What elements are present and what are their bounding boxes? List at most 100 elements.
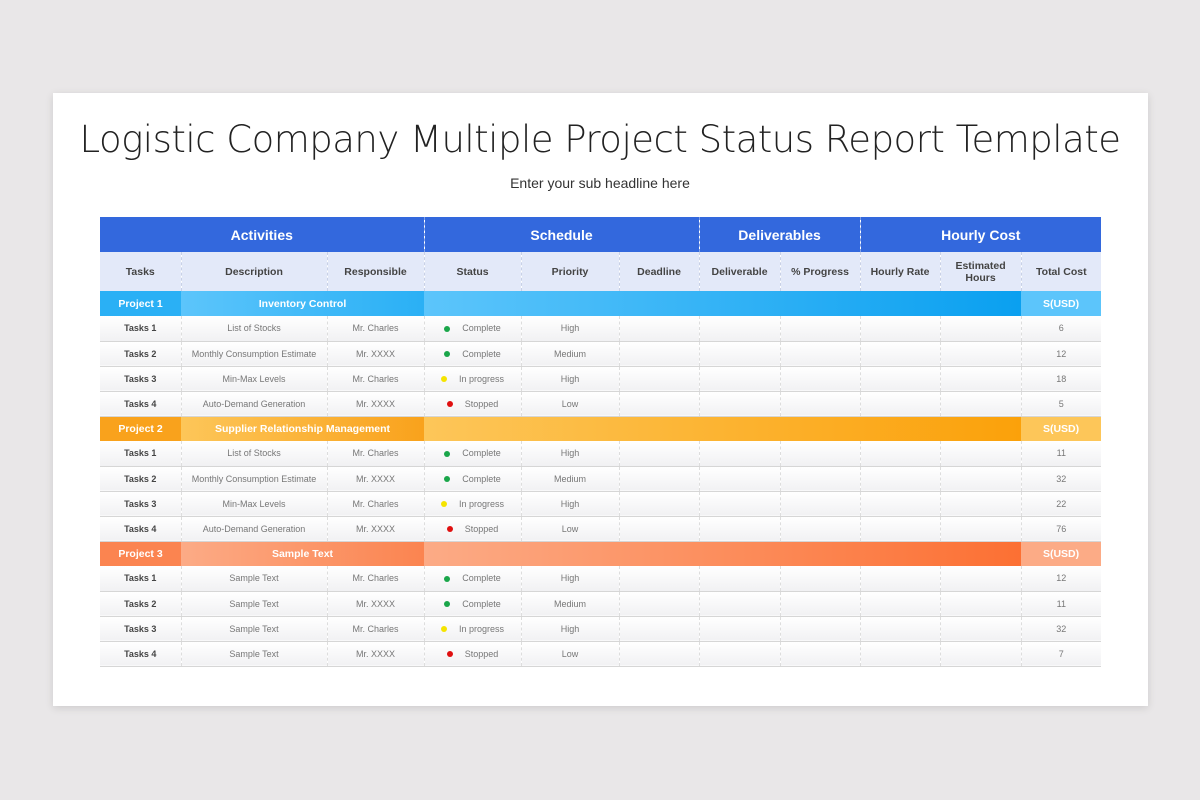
- project-row: Project 2 Supplier Relationship Managemen…: [100, 416, 1102, 441]
- task-total-cost: 32: [1020, 616, 1102, 642]
- task-estimated-hours: [939, 616, 1022, 642]
- task-deadline: [618, 566, 700, 592]
- page-subtitle: Enter your sub headline here: [510, 175, 690, 191]
- task-deliverable: [698, 641, 781, 667]
- task-priority: Medium: [520, 341, 620, 367]
- status-dot-icon: [444, 325, 451, 332]
- project-label: Project 2: [100, 416, 181, 441]
- task-description: Auto-Demand Generation: [180, 391, 327, 417]
- column-header: Deliverable: [698, 252, 781, 291]
- task-name: Tasks 1: [100, 316, 181, 342]
- task-total-cost: 6: [1020, 316, 1102, 342]
- task-priority: High: [520, 616, 620, 642]
- task-description: Auto-Demand Generation: [180, 516, 327, 542]
- status-dot-icon: [441, 626, 448, 633]
- task-row: Tasks 1 List of Stocks Mr. Charles Complete…: [100, 316, 1102, 342]
- project-name: Supplier Relationship Management: [181, 416, 425, 441]
- column-header: Estimated Hours: [939, 252, 1022, 291]
- status-dot-icon: [446, 651, 453, 658]
- task-hourly-rate: [859, 391, 941, 417]
- task-total-cost: 5: [1020, 391, 1102, 417]
- project-band: [424, 291, 1022, 316]
- group-activities: Activities: [100, 217, 425, 252]
- task-deliverable: [698, 316, 781, 342]
- status-label: Complete: [462, 323, 501, 334]
- task-estimated-hours: [939, 641, 1022, 667]
- task-name: Tasks 1: [100, 566, 181, 592]
- task-progress: [779, 316, 861, 342]
- task-deadline: [618, 616, 700, 642]
- task-hourly-rate: [859, 341, 941, 367]
- task-progress: [779, 441, 861, 467]
- task-deliverable: [698, 366, 781, 392]
- task-name: Tasks 2: [100, 591, 181, 617]
- project-currency: S(USD): [1021, 291, 1102, 316]
- task-status: Stopped: [423, 516, 522, 542]
- task-deadline: [618, 366, 700, 392]
- task-deadline: [618, 441, 700, 467]
- task-hourly-rate: [859, 516, 941, 542]
- task-priority: High: [520, 566, 620, 592]
- project-status-table: Activities Schedule Deliverables Hourly …: [100, 217, 1102, 667]
- task-description: Min-Max Levels: [180, 491, 327, 517]
- task-deadline: [618, 391, 700, 417]
- task-progress: [779, 491, 861, 517]
- task-responsible: Mr. Charles: [326, 441, 425, 467]
- task-deadline: [618, 516, 700, 542]
- task-status: Stopped: [423, 641, 522, 667]
- task-deadline: [618, 341, 700, 367]
- task-priority: Low: [520, 516, 620, 542]
- task-progress: [779, 341, 861, 367]
- task-progress: [779, 391, 861, 417]
- task-description: Sample Text: [180, 591, 327, 617]
- status-dot-icon: [444, 575, 451, 582]
- task-status: Complete: [423, 316, 522, 342]
- task-total-cost: 12: [1020, 566, 1102, 592]
- task-responsible: Mr. XXXX: [326, 341, 425, 367]
- task-priority: Low: [520, 391, 620, 417]
- task-name: Tasks 4: [100, 516, 181, 542]
- task-deadline: [618, 591, 700, 617]
- task-row: Tasks 1 List of Stocks Mr. Charles Complete…: [100, 441, 1102, 467]
- task-name: Tasks 4: [100, 391, 181, 417]
- task-estimated-hours: [939, 366, 1022, 392]
- status-label: Complete: [462, 573, 501, 584]
- task-status: Stopped: [423, 391, 522, 417]
- task-total-cost: 7: [1020, 641, 1102, 667]
- task-status: In progress: [423, 366, 522, 392]
- status-dot-icon: [444, 476, 451, 483]
- task-priority: Medium: [520, 466, 620, 492]
- task-name: Tasks 4: [100, 641, 181, 667]
- task-hourly-rate: [859, 616, 941, 642]
- task-description: Min-Max Levels: [180, 366, 327, 392]
- group-hourly-cost: Hourly Cost: [859, 217, 1102, 252]
- task-responsible: Mr. Charles: [326, 366, 425, 392]
- task-row: Tasks 4 Sample Text Mr. XXXX Stopped Low 7: [100, 641, 1102, 667]
- task-responsible: Mr. XXXX: [326, 516, 425, 542]
- project-band: [424, 541, 1022, 566]
- task-total-cost: 32: [1020, 466, 1102, 492]
- task-name: Tasks 1: [100, 441, 181, 467]
- status-dot-icon: [444, 450, 451, 457]
- task-responsible: Mr. XXXX: [326, 466, 425, 492]
- task-hourly-rate: [859, 591, 941, 617]
- status-label: In progress: [459, 623, 505, 634]
- task-row: Tasks 2 Monthly Consumption Estimate Mr. X…: [100, 341, 1102, 367]
- task-row: Tasks 3 Sample Text Mr. Charles In progress…: [100, 616, 1102, 642]
- task-progress: [779, 591, 861, 617]
- task-total-cost: 12: [1020, 341, 1102, 367]
- task-status: Complete: [423, 566, 522, 592]
- project-row: Project 3 Sample Text S(USD): [100, 541, 1102, 566]
- task-description: List of Stocks: [180, 441, 327, 467]
- column-header: Total Cost: [1020, 252, 1102, 291]
- group-deliverables: Deliverables: [698, 217, 861, 252]
- task-estimated-hours: [939, 316, 1022, 342]
- project-currency: S(USD): [1021, 416, 1102, 441]
- task-responsible: Mr. XXXX: [326, 391, 425, 417]
- status-dot-icon: [446, 401, 453, 408]
- task-description: Monthly Consumption Estimate: [180, 466, 327, 492]
- task-estimated-hours: [939, 591, 1022, 617]
- status-label: Complete: [462, 448, 501, 459]
- task-name: Tasks 2: [100, 466, 181, 492]
- task-progress: [779, 641, 861, 667]
